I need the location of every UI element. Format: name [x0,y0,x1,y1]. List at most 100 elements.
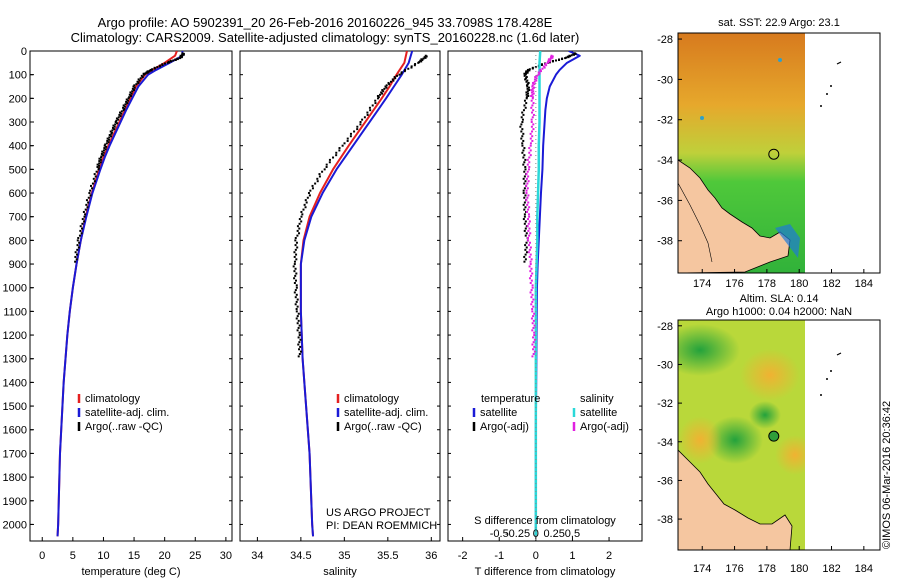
s-argo-diff-point [527,180,530,183]
argo-point [135,83,138,86]
s-argo-diff-point [537,71,540,74]
t-argo-diff-point [520,130,523,133]
depth-tick-label: 1800 [3,472,27,484]
argo-point [297,336,300,339]
s-argo-diff-point [526,210,529,213]
depth-tick-label: 800 [9,235,27,247]
s-argo-diff-point [530,296,533,299]
s-argo-diff-point [547,58,550,61]
argo-point [109,130,112,133]
s-argo-diff-point [544,63,547,66]
s-argo-diff-point [531,272,534,275]
x-tick-label: 25 [189,550,201,562]
map-lat-label: -34 [657,155,673,167]
argo-point [294,267,297,270]
depth-tick-label: 900 [9,259,27,271]
map-lon-label: 180 [790,563,808,575]
argo-point [403,70,406,73]
s-argo-diff-point [532,123,535,126]
t-argo-diff-point [567,56,570,59]
s-argo-diff-point [527,229,530,232]
argo-point [398,73,401,76]
argo-point [414,63,417,66]
s-argo-diff-point [543,66,546,69]
depth-tick-label: 1500 [3,401,27,413]
argo-point [385,84,388,87]
argo-point [325,165,328,168]
depth-tick-label: 500 [9,164,27,176]
x-tick-label: 35 [338,550,350,562]
argo-point [295,293,298,296]
t-argo-diff-point [523,201,526,204]
t-argo-diff-point [527,92,530,95]
s-argo-diff-point [530,91,533,94]
argo-point [166,61,169,64]
argo-point [97,168,100,171]
s-argo-diff-point [531,97,534,100]
argo-point [172,59,175,62]
argo-point [328,161,331,164]
argo-point [346,139,349,142]
argo-point [102,154,105,157]
map-lon-label: 178 [758,563,776,575]
argo-point [368,106,371,109]
map-lat-label: -28 [657,321,673,333]
x-tick-label: 34 [251,550,263,562]
argo-point [156,66,159,69]
argo-point [353,130,356,133]
argo-point [84,208,87,211]
t-argo-diff-point [527,81,530,84]
argo-point [305,201,308,204]
argo-point [298,232,301,235]
argo-point [297,343,300,346]
s-argo-diff-point [533,80,536,83]
s-argo-diff-point [525,192,528,195]
t-argo-diff-point [523,187,526,190]
argo-point [103,147,106,150]
salinity-plot-area [292,51,428,537]
s-argo-diff-point [530,89,533,92]
argo-point [366,111,369,114]
argo-point [128,93,131,96]
argo-point [170,60,173,63]
s-argo-diff-point [532,336,535,339]
argo-point [180,56,183,59]
map-lon-label: 184 [855,278,873,290]
depth-tick-label: 0 [21,46,27,58]
s-argo-diff-point [531,329,534,332]
s-argo-diff-point [527,208,530,211]
argo-point [76,239,79,242]
argo-point [296,234,299,237]
argo-point [298,348,301,351]
s-argo-diff-point [529,144,532,147]
argo-point [96,163,99,166]
t-argo-diff-point [523,72,526,75]
sla-map-title-line-2: Argo h1000: 0.04 h2000: NaN [705,306,853,318]
argo-point [294,289,297,292]
argo-point [307,192,310,195]
t-argo-diff-point [525,97,528,100]
sla-map [677,319,881,551]
t-argo-diff-point [526,87,529,90]
s-argo-diff-point [533,83,536,86]
argo-point [120,110,123,113]
t-argo-diff-point [527,94,530,97]
argo-point [131,90,134,93]
x-tick-label: 34.5 [290,550,311,562]
map-lon-label: 174 [693,563,711,575]
argo-point [311,184,314,187]
t-argo-diff-point [524,234,527,237]
argo-point [369,109,372,112]
s-argo-diff-point [542,65,545,68]
argo-point [308,194,311,197]
s-argo-diff-point [525,189,528,192]
argo-point [93,180,96,183]
t-argo-diff-point [524,168,527,171]
argo-point [111,126,114,129]
argo-point [163,62,166,65]
temperature-plot-area [56,51,185,537]
argo-point [87,196,90,199]
argo-point [115,122,118,125]
x-axis-label: temperature (deg C) [81,566,180,578]
